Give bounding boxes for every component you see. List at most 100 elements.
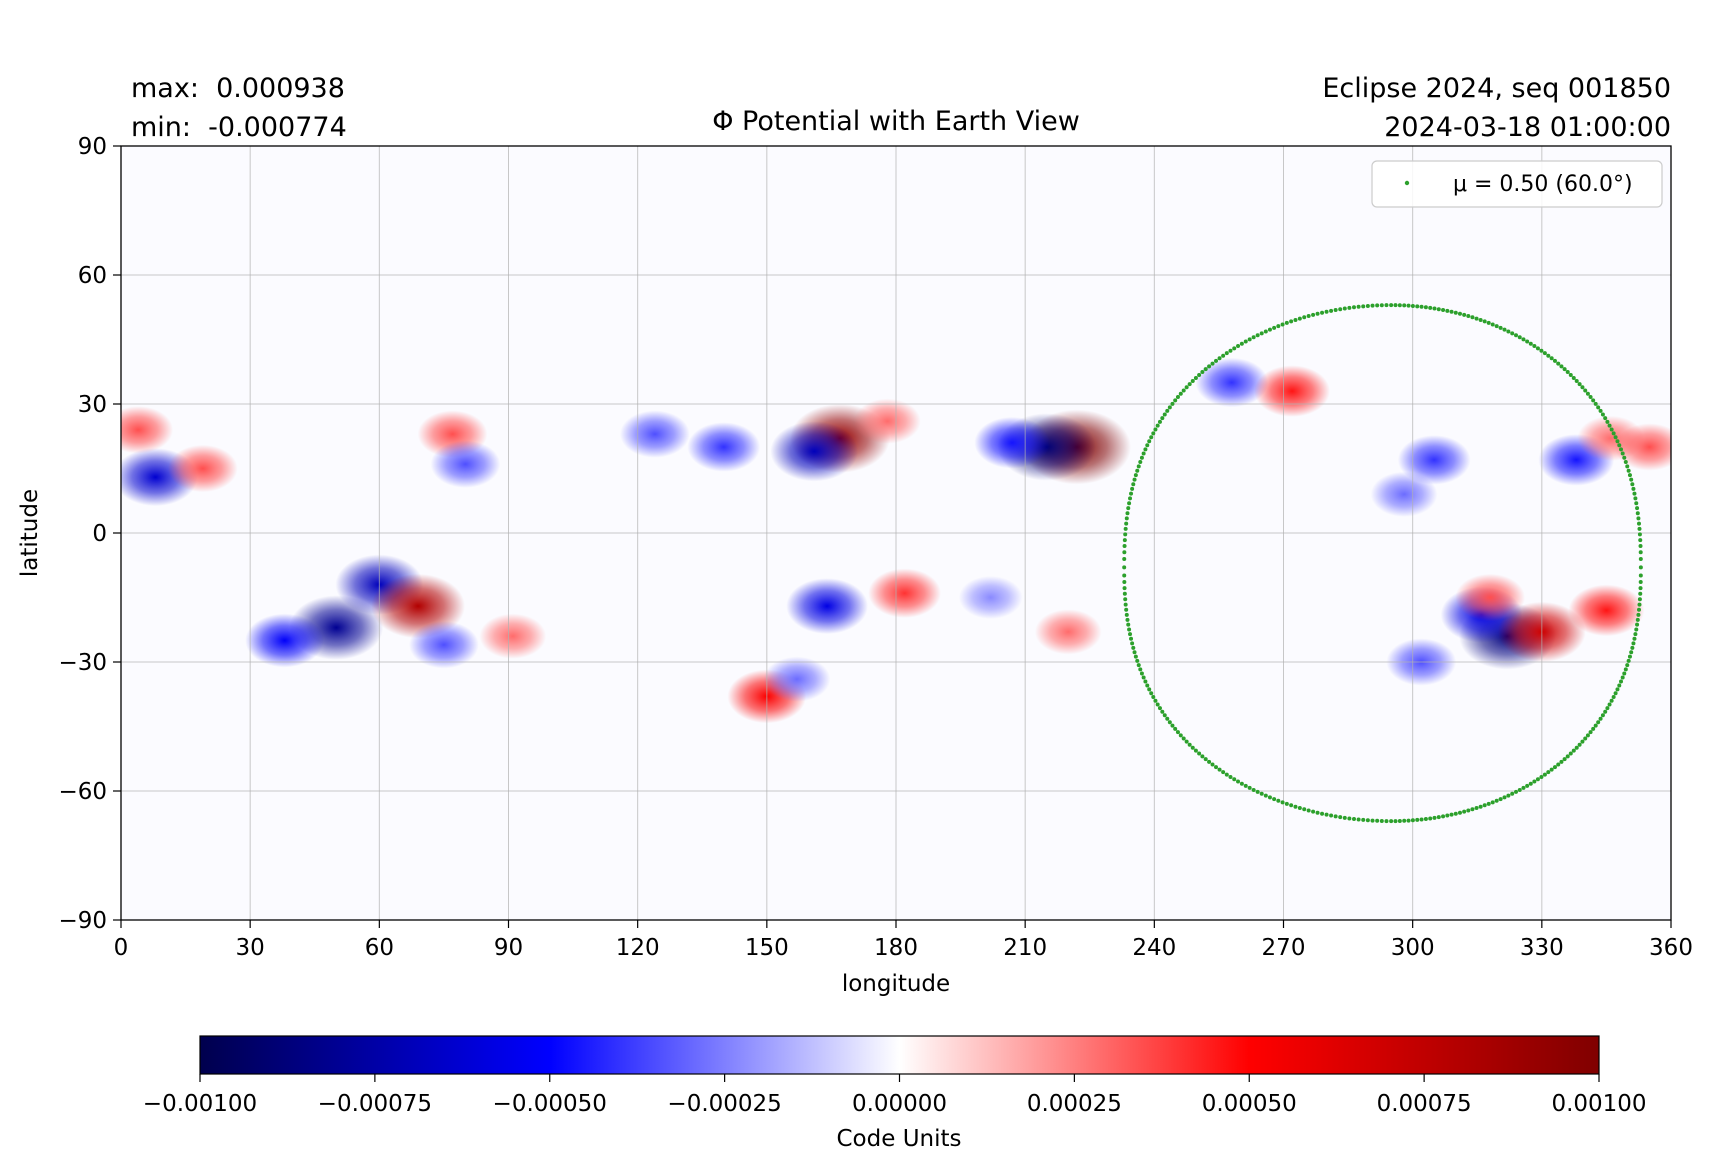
contour-point [1155,702,1160,707]
contour-point [1167,405,1172,410]
contour-point [1635,506,1640,511]
contour-point [1528,341,1533,346]
contour-point [1297,316,1302,321]
contour-point [1593,401,1598,406]
contour-point [1603,416,1608,421]
contour-point [1361,817,1366,822]
contour-point [1342,306,1347,311]
contour-point [1181,388,1186,393]
contour-point [1636,607,1641,612]
contour-point [1133,473,1138,478]
contour-point [1521,785,1526,790]
negative-field-blob [1397,435,1471,485]
contour-point [1542,351,1547,356]
contour-point [1415,304,1420,309]
contour-point [1173,398,1178,403]
contour-point [1302,315,1307,320]
contour-point [1251,335,1256,340]
contour-point [1122,586,1127,591]
contour-point [1517,335,1522,340]
contour-point [1267,327,1272,332]
contour-point [1138,667,1143,672]
contour-point [1297,806,1302,811]
contour-point [1124,521,1129,526]
positive-field-blob [479,613,547,659]
contour-point [1525,339,1530,344]
contour-point [1141,675,1146,680]
contour-point [1203,757,1208,762]
contour-point [1445,308,1450,313]
contour-point [1167,720,1172,725]
negative-field-blob [763,656,831,702]
contour-point [1311,809,1316,814]
positive-field-blob [167,444,238,493]
contour-point [1620,451,1625,456]
legend-frame [1371,160,1663,208]
contour-point [1136,464,1141,469]
negative-field-blob [430,440,501,488]
contour-point [1135,468,1140,473]
contour-point [1542,772,1547,777]
colorbar-ticks: −0.00100 −0.00075 −0.00050 −0.00025 0.00000 0… [143,1074,1647,1117]
positive-field-blob [1614,423,1671,471]
contour-point [1453,811,1458,816]
contour-point [1379,818,1384,823]
y-axis-ticks: −90 −60 −30 0 30 60 90 [58,134,121,934]
contour-point [1143,679,1148,684]
contour-point [1457,810,1462,815]
contour-point [1351,305,1356,310]
contour-point [1474,316,1479,321]
contour-point [1197,751,1202,756]
contour-point [1445,813,1450,818]
contour-point [1638,538,1643,543]
contour-point [1149,691,1154,696]
colorbar-tick-label: 0.00100 [1551,1091,1646,1117]
colorbar-tick-label: 0.00075 [1377,1091,1472,1117]
contour-point [1145,683,1150,688]
run-label: Eclipse 2024, seq 001850 [1322,73,1671,104]
x-tick-label: 0 [114,935,129,961]
contour-point [1224,351,1229,356]
colorbar-fill [199,1035,1600,1075]
contour-point [1423,816,1428,821]
contour-point [1356,817,1361,822]
contour-point [1347,816,1352,821]
contour-point [1123,597,1128,602]
contour-point [1436,307,1441,312]
contour-point [1190,745,1195,750]
contour-point [1324,812,1329,817]
contour-point [1207,759,1212,764]
contour-point [1613,691,1618,696]
contour-point [1532,779,1537,784]
contour-point [1470,315,1475,320]
contour-point [1486,801,1491,806]
contour-point [1600,713,1605,718]
contour-point [1620,675,1625,680]
contour-point [1151,431,1156,436]
contour-point [1441,307,1446,312]
contour-point [1302,807,1307,812]
contour-point [1125,617,1130,622]
contour-point [1145,443,1150,448]
y-tick-label: −30 [58,650,107,676]
contour-point [1324,309,1329,314]
contour-point [1178,733,1183,738]
negative-field-blob [620,410,690,458]
contour-point [1449,812,1454,817]
contour-point [1490,322,1495,327]
contour-point [1306,314,1311,319]
contour-point [1263,329,1268,334]
contour-point [1625,663,1630,668]
contour-point [1432,815,1437,820]
contour-point [1143,447,1148,452]
contour-point [1502,795,1507,800]
contour-point [1127,627,1132,632]
contour-point [1559,759,1564,764]
contour-point [1449,309,1454,314]
contour-point [1514,333,1518,338]
contour-point [1139,455,1144,460]
contour-point [1347,305,1352,310]
contour-point [1132,650,1137,655]
contour-point [1596,720,1601,725]
